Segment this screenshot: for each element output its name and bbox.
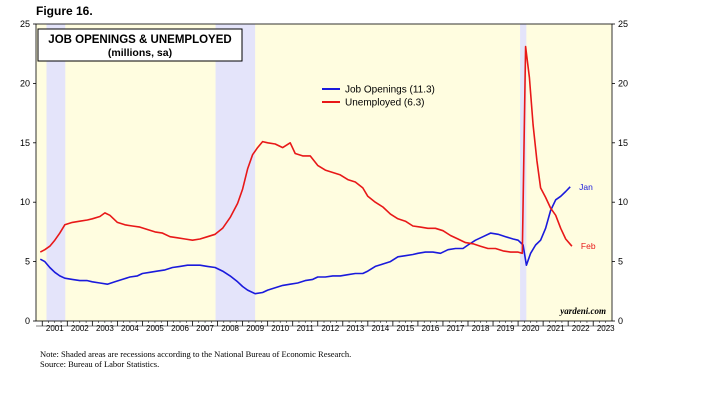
x-tick-label: 2018 <box>472 324 490 333</box>
series-line-unemployed <box>39 45 573 255</box>
x-tick-label: 2009 <box>246 324 264 333</box>
plot-background <box>36 24 612 321</box>
y-tick-label-right: 5 <box>618 257 623 267</box>
x-tick-label: 2012 <box>321 324 339 333</box>
legend-label-unemployed: Unemployed (6.3) <box>345 98 424 109</box>
y-tick-label-right: 0 <box>618 316 623 326</box>
x-tick-label: 2017 <box>447 324 465 333</box>
recession-band-2 <box>215 24 256 321</box>
y-tick-label-left: 5 <box>25 257 30 267</box>
y-tick-label-right: 15 <box>618 138 628 148</box>
x-tick-label: 2021 <box>547 324 565 333</box>
line-chart: 0 5 10 15 20 25 0 5 10 15 20 25 2001 2002 2003 2004 20… <box>20 19 628 333</box>
x-tick-label: 2006 <box>171 324 189 333</box>
y-tick-label-left: 0 <box>25 316 30 326</box>
x-tick-label: 2016 <box>422 324 440 333</box>
notes: Note: Shaded areas are recessions accord… <box>40 349 351 369</box>
x-tick-label: 2011 <box>297 324 315 333</box>
series-line-job-openings <box>39 186 571 295</box>
end-label-unemployed: Feb <box>581 241 596 251</box>
x-tick-label: 2002 <box>71 324 89 333</box>
x-tick-label: 2013 <box>346 324 364 333</box>
x-tick-label: 2014 <box>371 324 389 333</box>
y-tick-label-right: 20 <box>618 78 628 88</box>
title-box: JOB OPENINGS & UNEMPLOYED (millions, sa) <box>37 28 243 62</box>
x-tick-label: 2010 <box>271 324 289 333</box>
y-tick-label-left: 15 <box>20 138 30 148</box>
x-tick-label: 2007 <box>196 324 214 333</box>
x-tick-label: 2023 <box>597 324 615 333</box>
y-tick-label-left: 20 <box>20 78 30 88</box>
x-tick-label: 2019 <box>497 324 515 333</box>
chart-subtitle: (millions, sa) <box>108 47 172 59</box>
x-tick-label: 2004 <box>121 324 139 333</box>
recession-band-1 <box>46 24 66 321</box>
x-tick-label: 2022 <box>572 324 590 333</box>
y-tick-label-right: 25 <box>618 19 628 29</box>
x-tick-label: 2003 <box>96 324 114 333</box>
note-recessions: Note: Shaded areas are recessions accord… <box>40 349 352 359</box>
legend-label-job-openings: Job Openings (11.3) <box>345 85 435 96</box>
y-tick-label-left: 25 <box>20 19 30 29</box>
x-tick-label: 2005 <box>146 324 164 333</box>
y-tick-label-right: 10 <box>618 197 628 207</box>
legend: Job Openings (11.3) Unemployed (6.3) <box>322 85 435 109</box>
end-label-job-openings: Jan <box>579 182 593 192</box>
watermark: yardeni.com <box>559 306 606 316</box>
x-tick-label: 2015 <box>396 324 414 333</box>
x-tick-label: 2001 <box>46 324 64 333</box>
x-tick-label: 2008 <box>221 324 239 333</box>
y-tick-label-left: 10 <box>20 197 30 207</box>
x-tick-label: 2020 <box>522 324 540 333</box>
chart-title: JOB OPENINGS & UNEMPLOYED <box>48 34 231 46</box>
figure-label: Figure 16. <box>36 4 93 18</box>
note-source: Source: Bureau of Labor Statistics. <box>40 359 160 369</box>
